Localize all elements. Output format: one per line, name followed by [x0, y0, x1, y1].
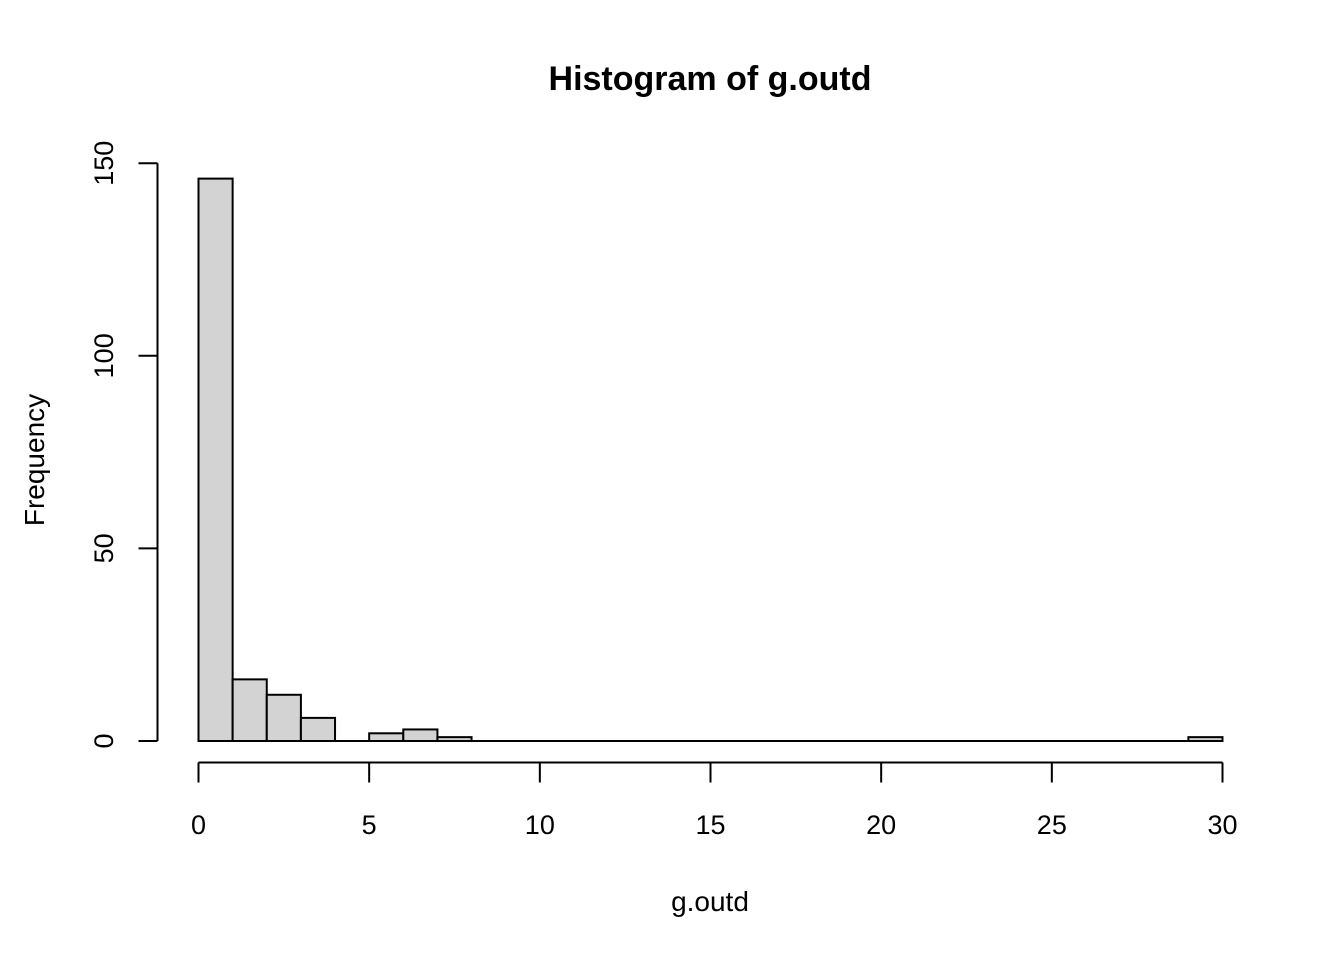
x-tick-label: 0: [191, 810, 206, 840]
x-tick-label: 20: [866, 810, 896, 840]
y-tick-label: 0: [89, 733, 119, 748]
histogram-bar: [265, 693, 302, 742]
x-tick-label: 25: [1037, 810, 1067, 840]
histogram-bar: [231, 678, 268, 742]
bars-group: [197, 177, 1224, 743]
histogram-bar: [436, 736, 473, 743]
x-axis: 0 5 10 15 20 25 30: [191, 761, 1238, 840]
histogram-bar: [299, 716, 337, 742]
histogram-bar: [402, 728, 439, 742]
y-axis: 0 50 100 150: [89, 141, 159, 749]
y-tick-label: 100: [89, 333, 119, 378]
histogram-bar: [197, 177, 234, 743]
x-tick-label: 15: [695, 810, 725, 840]
x-tick-label: 5: [362, 810, 377, 840]
histogram-bar: [1187, 736, 1224, 743]
histogram-bar: [368, 732, 405, 743]
y-tick-label: 150: [89, 141, 119, 186]
y-axis-title: Frequency: [19, 394, 50, 526]
x-tick-label: 30: [1207, 810, 1237, 840]
y-tick-label: 50: [89, 533, 119, 563]
x-tick-label: 10: [525, 810, 555, 840]
x-axis-title: g.outd: [671, 886, 749, 917]
chart-title: Histogram of g.outd: [549, 60, 872, 98]
